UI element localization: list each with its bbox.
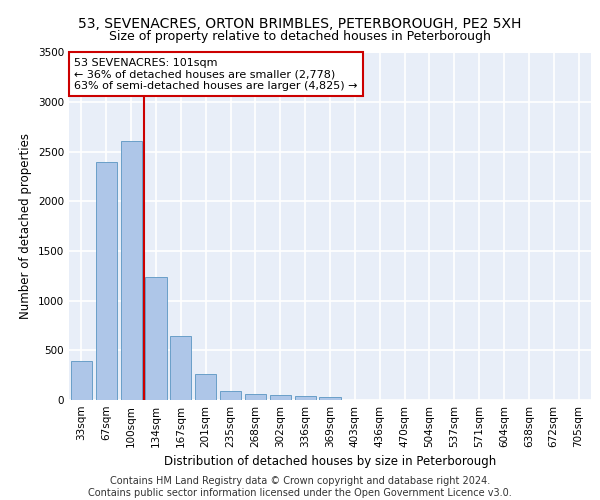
Bar — [170, 336, 191, 400]
Y-axis label: Number of detached properties: Number of detached properties — [19, 133, 32, 320]
Bar — [295, 396, 316, 400]
Bar — [270, 394, 291, 400]
Text: 53, SEVENACRES, ORTON BRIMBLES, PETERBOROUGH, PE2 5XH: 53, SEVENACRES, ORTON BRIMBLES, PETERBOR… — [79, 18, 521, 32]
Bar — [121, 141, 142, 400]
Text: Contains HM Land Registry data © Crown copyright and database right 2024.
Contai: Contains HM Land Registry data © Crown c… — [88, 476, 512, 498]
Bar — [145, 277, 167, 400]
Bar — [195, 374, 216, 400]
Bar — [71, 362, 92, 400]
Bar — [96, 162, 117, 400]
Bar — [220, 391, 241, 400]
Bar — [319, 397, 341, 400]
Text: Size of property relative to detached houses in Peterborough: Size of property relative to detached ho… — [109, 30, 491, 43]
X-axis label: Distribution of detached houses by size in Peterborough: Distribution of detached houses by size … — [164, 456, 496, 468]
Bar — [245, 394, 266, 400]
Text: 53 SEVENACRES: 101sqm
← 36% of detached houses are smaller (2,778)
63% of semi-d: 53 SEVENACRES: 101sqm ← 36% of detached … — [74, 58, 358, 91]
